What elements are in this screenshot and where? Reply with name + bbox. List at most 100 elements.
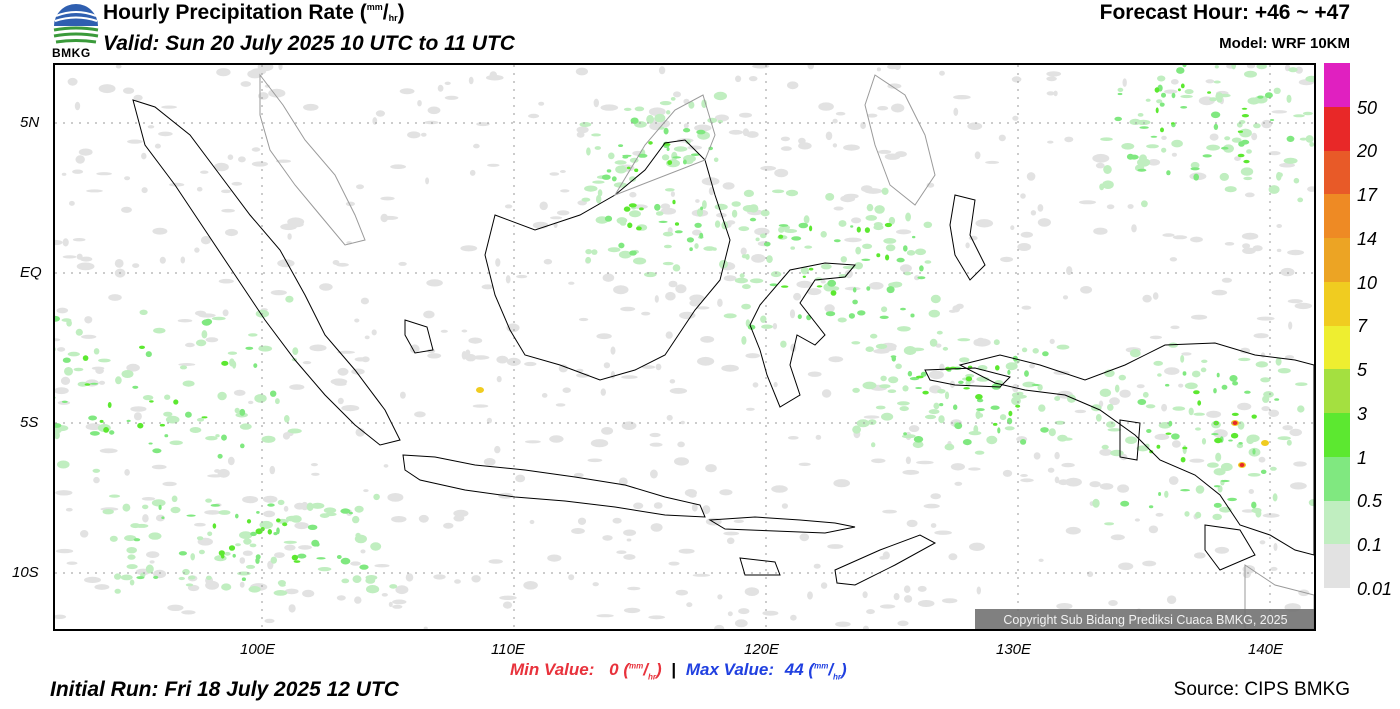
precip-cell <box>1247 473 1261 477</box>
precip-cell <box>149 400 154 403</box>
precip-cell <box>195 339 207 347</box>
precip-cell <box>1056 603 1073 610</box>
min-unit-den: hr <box>647 672 656 682</box>
precip-cell <box>804 245 813 249</box>
precip-cell <box>221 189 232 194</box>
precip-cell <box>1166 170 1171 176</box>
precip-cell <box>1239 128 1252 138</box>
precip-cell <box>860 121 866 130</box>
precip-cell <box>914 248 927 256</box>
precip-cell <box>743 189 755 197</box>
precip-cell <box>917 585 927 592</box>
min-label: Min Value: <box>510 660 595 679</box>
precip-cell <box>516 274 528 279</box>
precip-cell <box>673 91 681 98</box>
precip-cell <box>798 222 809 229</box>
precip-cell <box>198 549 205 555</box>
precip-cell <box>1184 89 1194 95</box>
precip-cell <box>923 221 933 228</box>
precip-cell <box>881 187 889 195</box>
precip-cell <box>1172 235 1188 240</box>
precip-cell <box>217 468 230 478</box>
precip-cell <box>169 440 183 446</box>
precip-cell <box>337 367 349 376</box>
precip-cell <box>126 564 138 570</box>
precip-cell <box>692 229 702 236</box>
precip-cell <box>731 209 738 218</box>
precip-cell <box>1103 165 1112 174</box>
precip-cell <box>205 337 219 343</box>
precip-cell <box>723 313 737 319</box>
precip-cell <box>1271 110 1288 114</box>
precip-cell <box>1182 445 1187 455</box>
precip-cell <box>350 561 361 566</box>
precip-cell <box>862 243 873 249</box>
precip-cell <box>934 530 952 535</box>
precip-cell <box>593 98 599 108</box>
precip-cell <box>778 234 784 239</box>
precip-cell <box>899 264 912 273</box>
precip-cell <box>1264 92 1273 99</box>
precip-cell <box>636 226 642 231</box>
precip-cell <box>239 423 252 430</box>
precip-cell <box>309 344 327 352</box>
precip-cell <box>352 515 360 524</box>
precip-cell <box>976 398 984 403</box>
precip-cell <box>863 415 880 419</box>
precip-cell <box>897 326 911 332</box>
precip-cell <box>789 309 796 319</box>
precip-cell <box>108 294 122 301</box>
precip-cell <box>1171 122 1175 125</box>
precip-cell <box>1102 180 1114 189</box>
precip-cell <box>575 67 589 76</box>
precip-cell <box>1206 410 1222 418</box>
sumatra-outline <box>132 99 401 446</box>
precip-cell <box>623 529 637 536</box>
precip-cell <box>1178 383 1184 388</box>
precip-cell <box>127 139 143 144</box>
precip-cell <box>903 432 907 436</box>
precip-cell <box>263 510 276 518</box>
precip-cell <box>66 561 78 565</box>
precip-cell <box>330 378 348 385</box>
precip-cell <box>1154 433 1170 440</box>
precip-cell <box>696 306 710 310</box>
precip-cell <box>594 146 601 150</box>
precip-cell <box>293 560 301 563</box>
precip-cell <box>1225 464 1232 470</box>
precip-cell <box>1191 370 1201 378</box>
precip-cell <box>628 203 637 208</box>
precip-cell <box>1159 102 1165 107</box>
max-unit-den: hr <box>833 672 842 682</box>
precip-cell <box>1200 367 1207 373</box>
precip-cell <box>371 329 377 336</box>
precip-cell <box>127 554 136 560</box>
precip-cell <box>1282 425 1293 431</box>
precip-cell <box>866 286 871 291</box>
precip-cell <box>1166 595 1177 604</box>
precip-cell <box>1290 482 1307 490</box>
precip-cell <box>145 564 154 574</box>
precip-cell <box>81 334 97 339</box>
precip-cell <box>785 189 799 197</box>
precip-cell <box>1193 390 1200 395</box>
precip-cell <box>1161 147 1167 153</box>
precip-cell <box>772 323 778 330</box>
precip-cell <box>1164 89 1178 94</box>
precip-cell <box>258 345 264 350</box>
precip-cell <box>1305 75 1314 82</box>
precip-cell <box>251 147 261 152</box>
precip-cell <box>391 516 407 523</box>
precip-cell <box>658 66 666 75</box>
precip-cell <box>1228 439 1233 442</box>
precip-cell <box>862 625 869 629</box>
precip-cell <box>592 180 605 184</box>
precip-cell <box>666 414 673 421</box>
precip-cell <box>1231 65 1237 70</box>
precip-cell <box>383 464 389 468</box>
precip-cell <box>158 131 173 137</box>
precip-cell <box>559 170 566 173</box>
precip-cell <box>426 279 443 287</box>
precip-cell <box>1261 406 1270 412</box>
precip-cell <box>1283 157 1298 164</box>
